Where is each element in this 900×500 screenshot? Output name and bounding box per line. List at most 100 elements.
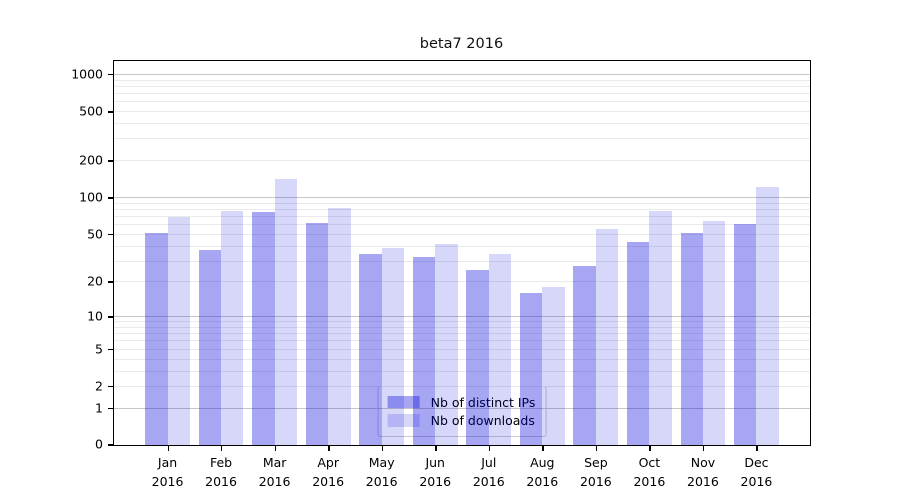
- x-tick-month: Feb: [209, 455, 233, 470]
- bar-nb-of-distinct-ips-mar: [252, 212, 275, 445]
- minor-gridline: [114, 224, 810, 226]
- chart-title: beta7 2016: [419, 36, 504, 52]
- y-tick: [108, 385, 114, 388]
- bar-nb-of-downloads-mar: [274, 179, 297, 445]
- x-tick: [488, 445, 491, 451]
- bar-nb-of-downloads-may: [381, 248, 405, 445]
- legend-swatch-icon: [387, 396, 420, 409]
- y-tick-label: 200: [79, 152, 103, 168]
- x-tick: [435, 445, 437, 451]
- bar-nb-of-downloads-feb: [221, 211, 244, 445]
- x-tick-month: May: [368, 455, 395, 470]
- x-tick-label: Feb 2016: [205, 454, 237, 492]
- x-tick-label: Sep 2016: [580, 454, 612, 492]
- minor-gridline: [114, 245, 810, 247]
- x-tick-label: Jul 2016: [473, 454, 505, 492]
- minor-gridline: [114, 111, 810, 113]
- y-tick: [108, 233, 114, 236]
- minor-gridline: [114, 85, 810, 87]
- major-gridline: [114, 73, 810, 76]
- y-tick-label: 100: [79, 189, 103, 205]
- x-tick-year: 2016: [526, 473, 559, 489]
- y-tick-label: 1000: [71, 66, 103, 82]
- x-tick-month: Jul: [481, 455, 497, 470]
- x-tick: [274, 445, 276, 451]
- x-tick-year: 2016: [633, 473, 666, 489]
- minor-gridline: [114, 348, 810, 350]
- legend-label: Nb of distinct IPs: [430, 395, 536, 410]
- x-tick-month: Oct: [638, 455, 661, 470]
- y-tick-label: 10: [87, 308, 103, 324]
- x-tick: [542, 445, 544, 451]
- bar-nb-of-distinct-ips-may: [359, 254, 382, 445]
- bar-nb-of-downloads-jun: [435, 244, 458, 445]
- y-tick-label: 20: [87, 273, 103, 289]
- x-tick-month: Apr: [317, 455, 339, 470]
- y-tick: [108, 316, 114, 318]
- x-tick-label: Dec 2016: [741, 454, 773, 492]
- minor-gridline: [114, 333, 810, 335]
- x-tick-year: 2016: [740, 473, 773, 489]
- minor-gridline: [114, 385, 810, 387]
- y-tick-label: 5: [95, 341, 103, 357]
- x-tick-year: 2016: [419, 473, 452, 489]
- major-gridline: [114, 407, 810, 409]
- bar-nb-of-distinct-ips-apr: [305, 223, 329, 445]
- x-tick: [221, 445, 223, 451]
- x-tick-month: Nov: [690, 455, 716, 470]
- bar-nb-of-distinct-ips-nov: [680, 232, 703, 445]
- x-tick: [381, 445, 384, 451]
- legend-swatch-icon: [387, 414, 420, 427]
- minor-gridline: [114, 233, 810, 235]
- y-tick: [108, 111, 114, 113]
- bar-nb-of-downloads-aug: [542, 286, 565, 445]
- x-tick-label: Apr 2016: [312, 454, 344, 492]
- bar-nb-of-downloads-apr: [328, 208, 351, 445]
- x-tick-month: Jun: [425, 455, 445, 470]
- legend-label: Nb of downloads: [430, 413, 535, 428]
- x-tick-year: 2016: [687, 473, 719, 489]
- legend-entry-nb-of-distinct-ips: Nb of distinct IPs: [387, 395, 536, 410]
- minor-gridline: [114, 216, 810, 218]
- bar-nb-of-downloads-jan: [167, 216, 190, 445]
- minor-gridline: [114, 208, 810, 210]
- y-tick: [108, 407, 114, 410]
- minor-gridline: [114, 202, 810, 204]
- x-tick-label: Jan 2016: [152, 454, 184, 492]
- major-gridline: [114, 197, 810, 199]
- legend: Nb of distinct IPs Nb of downloads: [377, 386, 547, 437]
- bar-nb-of-downloads-sep: [595, 228, 619, 445]
- x-tick-year: 2016: [579, 473, 612, 489]
- minor-gridline: [114, 340, 810, 342]
- x-tick: [702, 445, 705, 451]
- x-tick-month: Sep: [584, 455, 608, 470]
- x-tick: [328, 445, 330, 451]
- bar-nb-of-downloads-jul: [488, 254, 512, 445]
- bar-nb-of-distinct-ips-sep: [573, 266, 596, 445]
- y-tick: [108, 348, 114, 351]
- minor-gridline: [114, 358, 810, 360]
- y-tick-label: 500: [79, 103, 103, 119]
- bar-nb-of-distinct-ips-jun: [412, 257, 436, 445]
- legend-entry-nb-of-downloads: Nb of downloads: [387, 413, 536, 428]
- x-tick-year: 2016: [312, 473, 345, 489]
- minor-gridline: [114, 281, 810, 283]
- major-gridline: [114, 316, 810, 318]
- x-tick-year: 2016: [205, 473, 237, 489]
- minor-gridline: [114, 79, 810, 81]
- y-tick-label: 50: [87, 226, 103, 242]
- y-tick: [108, 444, 114, 446]
- x-tick: [167, 445, 169, 451]
- x-tick-year: 2016: [258, 473, 291, 489]
- minor-gridline: [114, 123, 810, 125]
- x-tick-month: Dec: [744, 455, 769, 470]
- minor-gridline: [114, 138, 810, 140]
- minor-gridline: [114, 101, 810, 103]
- x-tick-label: May 2016: [366, 454, 398, 492]
- bar-nb-of-downloads-dec: [756, 187, 779, 445]
- y-tick: [108, 73, 114, 76]
- minor-gridline: [114, 260, 810, 262]
- x-tick-year: 2016: [151, 473, 184, 489]
- plot-area: Nb of distinct IPs Nb of downloads 1000 50…: [71, 60, 811, 489]
